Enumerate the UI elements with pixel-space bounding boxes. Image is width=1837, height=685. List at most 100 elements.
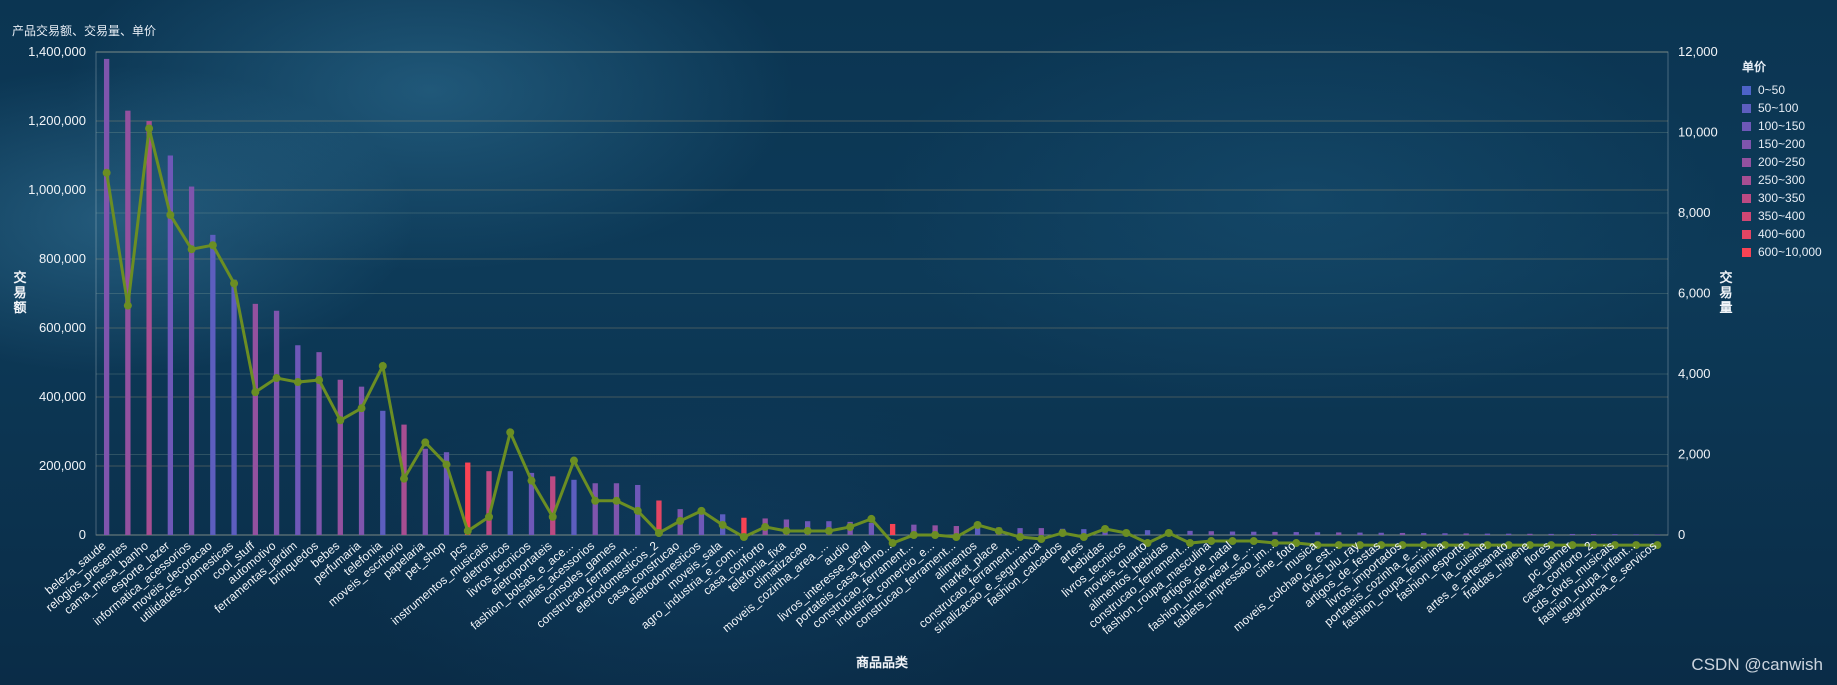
legend-label: 100~150 <box>1758 119 1806 133</box>
line-point <box>1334 541 1343 550</box>
line-point <box>1504 541 1513 550</box>
legend-swatch <box>1742 247 1751 257</box>
line-point <box>739 533 748 542</box>
bar <box>1548 533 1554 535</box>
bar <box>1590 534 1597 535</box>
bar <box>1378 532 1384 535</box>
legend-item[interactable]: 400~600 <box>1742 225 1822 243</box>
line-point <box>1186 539 1195 548</box>
line-point <box>591 496 600 505</box>
bar <box>932 525 938 535</box>
plot-frame <box>95 51 1669 536</box>
line-point <box>867 514 876 523</box>
y-axis-title-left: 交易额 <box>13 270 26 315</box>
line-point <box>697 506 706 515</box>
bar <box>656 500 662 535</box>
watermark: CSDN @canwish <box>1691 655 1823 674</box>
legend-item[interactable]: 0~50 <box>1742 81 1822 99</box>
line-point <box>569 456 578 465</box>
y-tick-left: 1,000,000 <box>28 182 86 197</box>
bar <box>698 510 705 535</box>
line-point <box>1355 541 1364 550</box>
line-point <box>1589 541 1598 550</box>
line-point <box>1653 541 1662 550</box>
legend-item[interactable]: 50~100 <box>1742 99 1822 117</box>
bar <box>1463 533 1469 535</box>
line-point <box>1398 541 1407 550</box>
bar <box>1506 533 1512 535</box>
bar <box>592 483 598 535</box>
y-tick-right: 8,000 <box>1678 205 1711 220</box>
bar <box>1208 531 1214 535</box>
line-point <box>888 539 897 548</box>
legend-item[interactable]: 300~350 <box>1742 189 1822 207</box>
legend-item[interactable]: 600~10,000 <box>1742 243 1822 261</box>
bar <box>465 462 471 535</box>
legend-label: 0~50 <box>1758 83 1786 97</box>
line-point <box>846 522 855 531</box>
line-point <box>1377 541 1386 550</box>
line-point <box>1037 535 1046 544</box>
legend-item[interactable]: 100~150 <box>1742 117 1822 135</box>
legend-swatch <box>1742 175 1751 185</box>
bar <box>1527 533 1533 535</box>
bar <box>146 121 152 535</box>
line-point <box>527 476 536 485</box>
y-axis-title-right: 交易量 <box>1719 270 1732 315</box>
line-series <box>102 124 1662 550</box>
y-tick-left: 200,000 <box>39 458 86 473</box>
bar <box>486 471 492 535</box>
bar-series <box>103 58 1661 536</box>
x-axis-title: 商品品类 <box>856 655 909 670</box>
legend-swatch <box>1742 157 1751 167</box>
legend-swatch <box>1742 229 1751 239</box>
legend-item[interactable]: 150~200 <box>1742 135 1822 153</box>
legend-item[interactable]: 200~250 <box>1742 153 1822 171</box>
bar <box>1569 533 1576 535</box>
line-point <box>421 438 430 447</box>
line-point <box>1101 524 1110 533</box>
line-point <box>230 279 239 288</box>
legend-item[interactable]: 350~400 <box>1742 207 1822 225</box>
legend-label: 150~200 <box>1758 137 1806 151</box>
bar <box>550 476 556 535</box>
line-point <box>272 374 281 383</box>
legend-item[interactable]: 250~300 <box>1742 171 1822 189</box>
bar <box>1017 528 1023 535</box>
line-point <box>1122 528 1131 537</box>
line-point <box>1547 541 1556 550</box>
line-point <box>166 211 175 220</box>
line-point <box>1228 537 1237 546</box>
bar <box>1314 532 1321 535</box>
bar <box>295 345 301 535</box>
bar <box>188 186 195 536</box>
bar <box>231 279 237 535</box>
bar <box>1144 530 1151 535</box>
bar <box>1399 532 1406 535</box>
line-point <box>400 474 409 483</box>
y-tick-right: 4,000 <box>1678 366 1711 381</box>
line-point <box>973 520 982 529</box>
y-tick-right: 10,000 <box>1678 125 1718 140</box>
legend-swatch <box>1742 139 1751 149</box>
bar <box>252 303 258 535</box>
legend-swatch <box>1742 85 1751 95</box>
bar <box>1251 531 1257 535</box>
y-tick-left: 0 <box>79 527 86 542</box>
bar <box>1336 532 1342 535</box>
legend-label: 350~400 <box>1758 209 1806 223</box>
bar <box>1293 532 1299 535</box>
y-tick-left: 1,200,000 <box>28 113 86 128</box>
line-point <box>1143 539 1152 548</box>
bar <box>1081 529 1087 535</box>
legend-label: 50~100 <box>1758 101 1799 115</box>
line-point <box>994 526 1003 535</box>
line-point <box>761 522 770 531</box>
y-tick-right: 6,000 <box>1678 286 1711 301</box>
legend-swatch <box>1742 121 1751 131</box>
line-point <box>824 526 833 535</box>
legend-swatch <box>1742 193 1751 203</box>
grid-lines <box>95 51 1669 536</box>
line-point <box>1313 541 1322 550</box>
